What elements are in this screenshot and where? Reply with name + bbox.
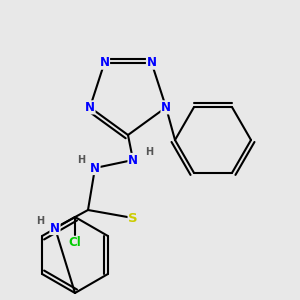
Text: N: N xyxy=(128,154,138,166)
Text: N: N xyxy=(146,56,157,69)
Text: H: H xyxy=(77,155,85,165)
Text: H: H xyxy=(145,147,153,157)
Text: Cl: Cl xyxy=(69,236,81,250)
Text: N: N xyxy=(90,161,100,175)
Text: N: N xyxy=(100,56,110,69)
Text: N: N xyxy=(50,221,60,235)
Text: N: N xyxy=(85,101,95,114)
Text: N: N xyxy=(161,101,171,114)
Text: H: H xyxy=(36,216,44,226)
Text: S: S xyxy=(128,212,138,224)
